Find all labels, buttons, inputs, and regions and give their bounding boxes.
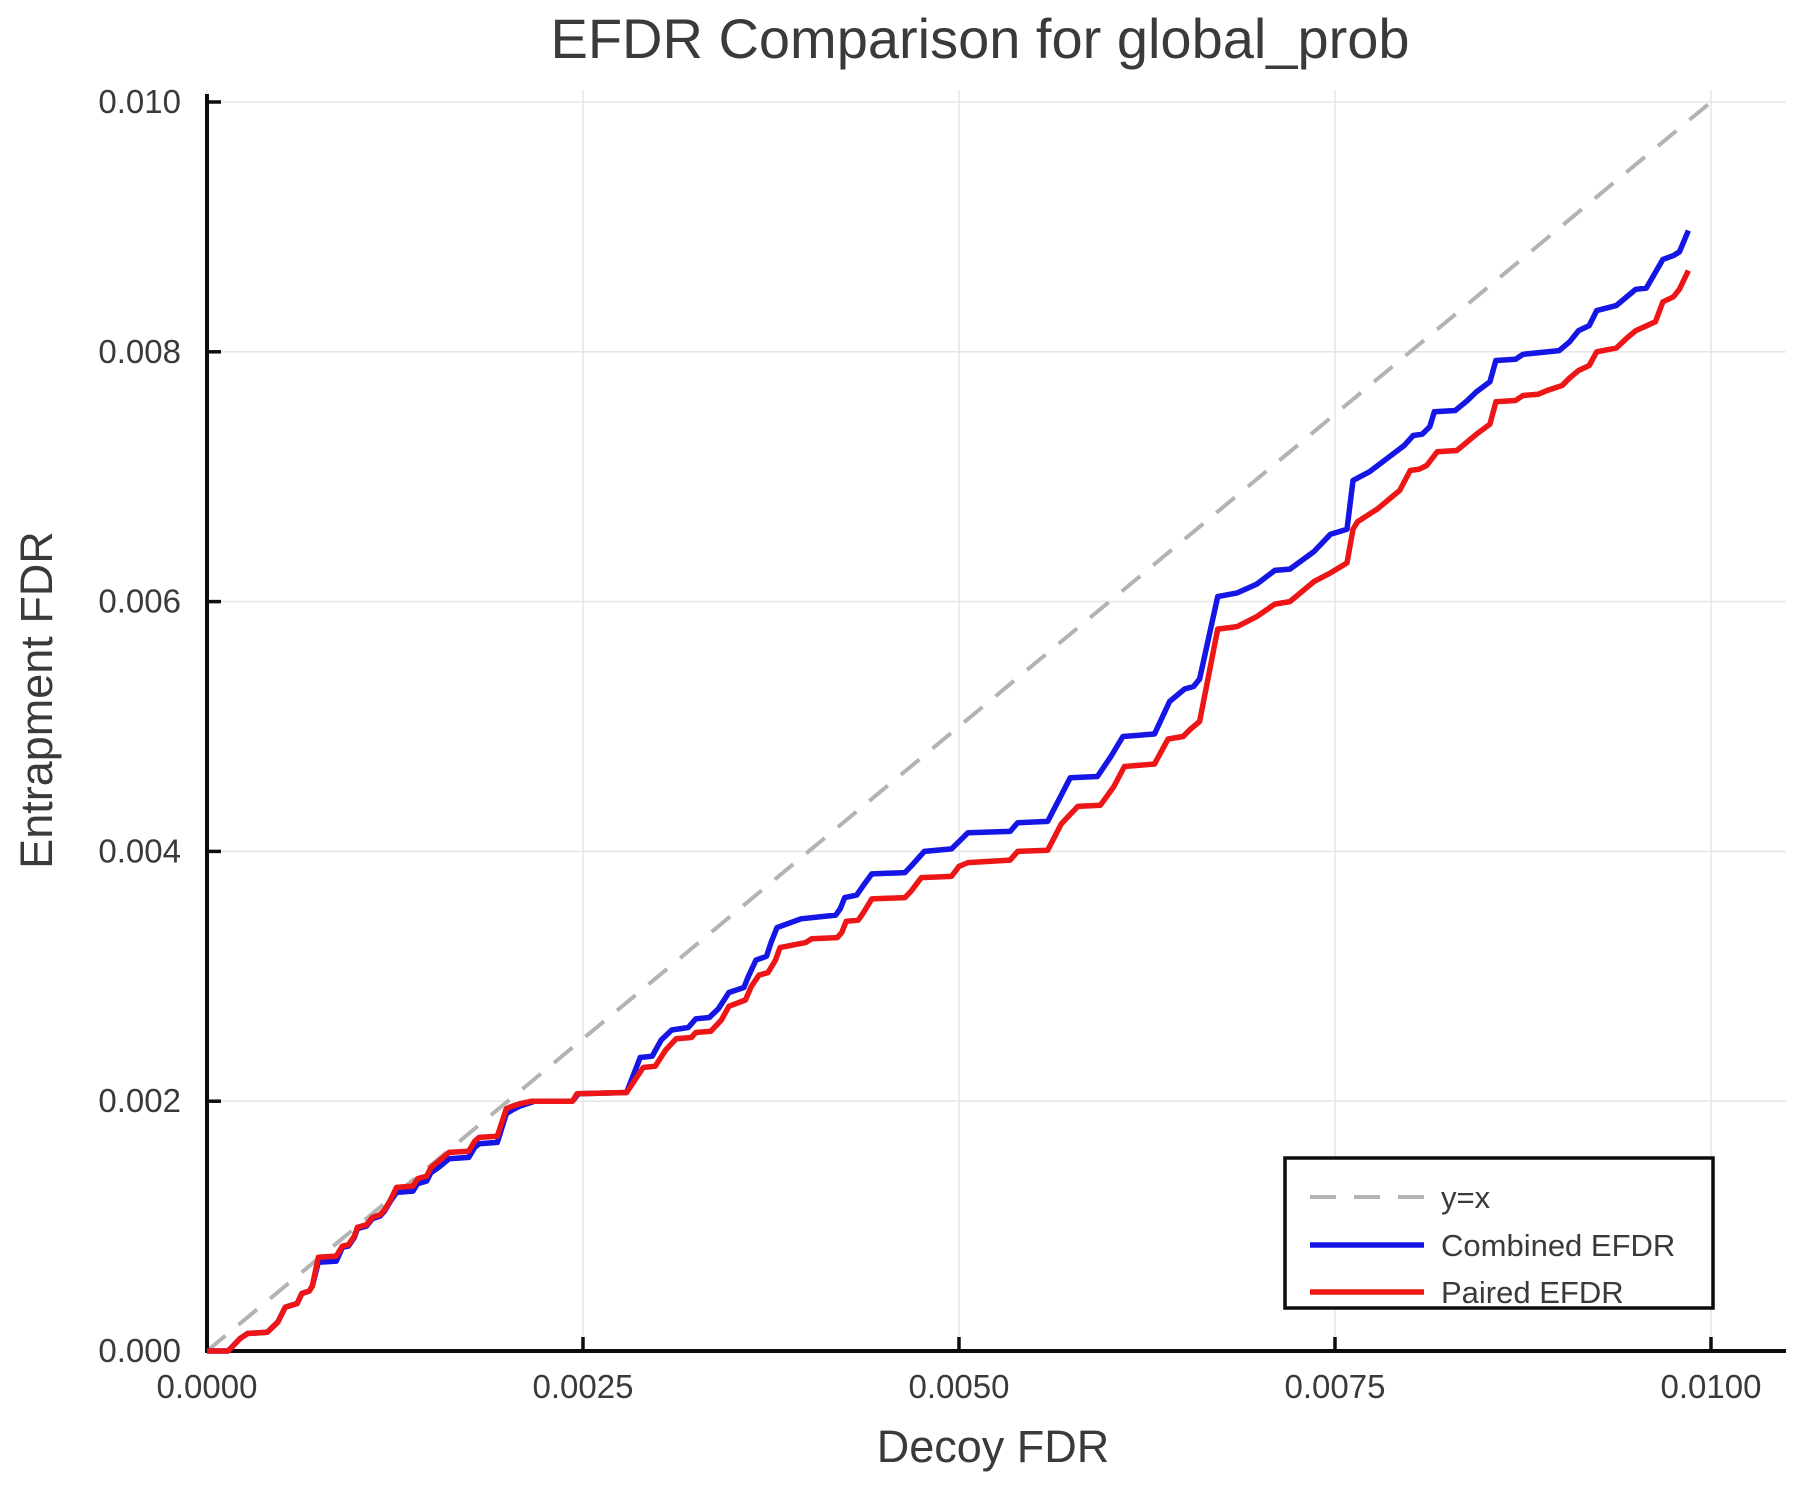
y-tick-label: 0.000 [98,1332,181,1369]
legend-entry-reference: y=x [1310,1180,1491,1215]
series-lines [207,229,1691,1354]
x-tick-label: 0.0025 [533,1368,634,1405]
paired-efdr-line [207,269,1691,1354]
chart-title: EFDR Comparison for global_prob [550,7,1409,70]
legend-entry-paired: Paired EFDR [1310,1275,1624,1310]
x-tick-label: 0.0100 [1661,1368,1762,1405]
x-tick-label: 0.0050 [909,1368,1010,1405]
y-tick-label: 0.010 [98,83,181,120]
y-tick-label: 0.004 [98,832,181,869]
y-tick-label: 0.006 [98,583,181,620]
legend: y=x Combined EFDR Paired EFDR [1283,1156,1715,1310]
legend-label-combined-efdr: Combined EFDR [1441,1228,1675,1263]
y-axis-label: Entrapment FDR [11,531,62,869]
x-tick-label: 0.0000 [157,1368,258,1405]
legend-entry-combined: Combined EFDR [1310,1228,1675,1263]
y-tick-label: 0.002 [98,1082,181,1119]
y-tick-label: 0.008 [98,333,181,370]
legend-box [1283,1156,1715,1310]
axes: 0.0000 0.0025 0.0050 0.0075 0.0100 0.000 0.002… [98,83,1786,1405]
legend-label-paired-efdr: Paired EFDR [1441,1275,1624,1310]
x-tick-label: 0.0075 [1285,1368,1386,1405]
x-axis-label: Decoy FDR [877,1421,1110,1472]
legend-label-y-equals-x: y=x [1441,1180,1491,1215]
